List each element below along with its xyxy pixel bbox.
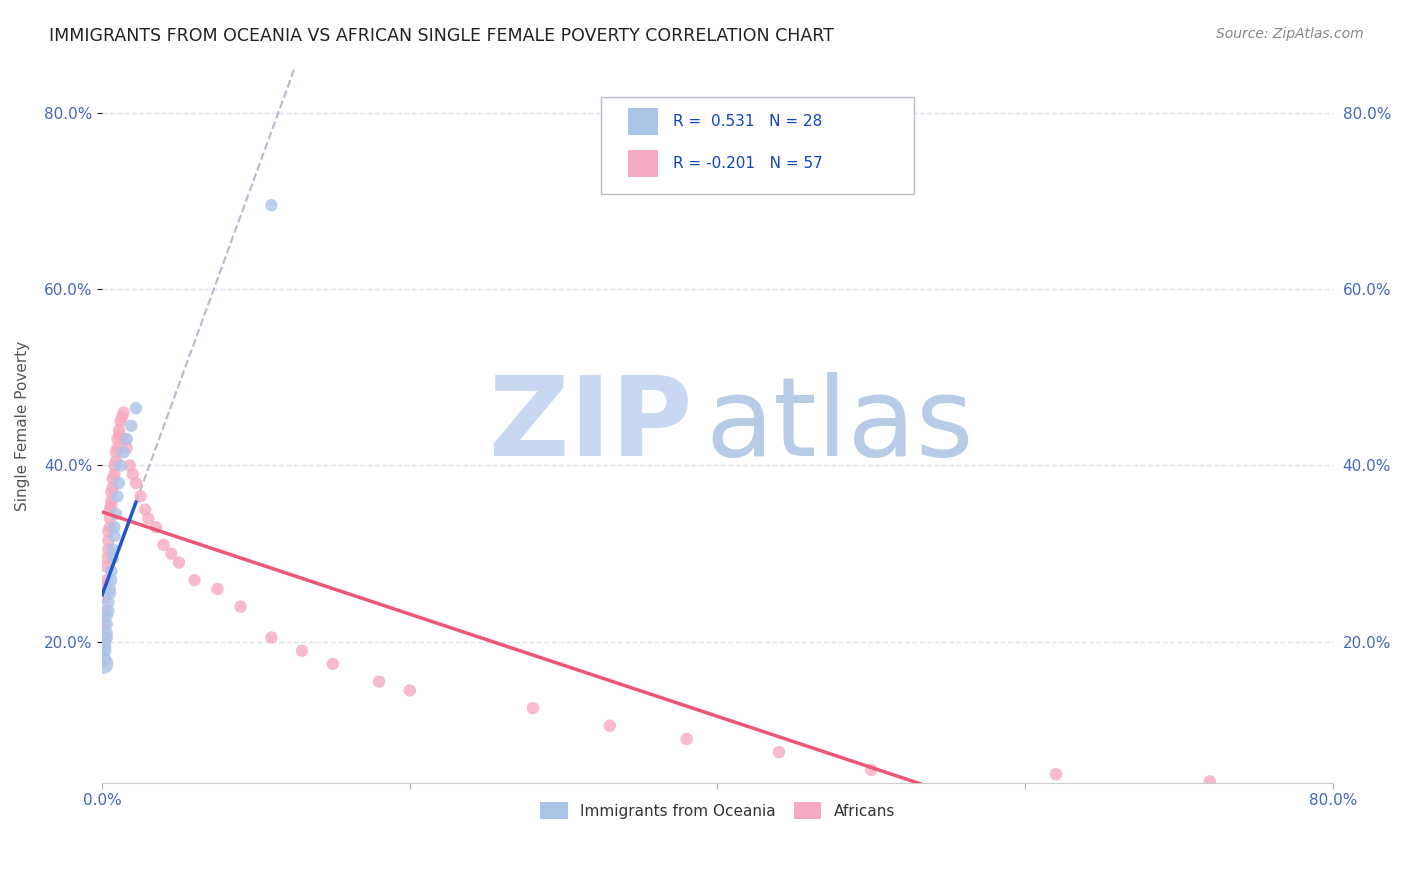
Point	[94, 604, 117, 618]
Point	[260, 631, 283, 645]
FancyBboxPatch shape	[600, 97, 914, 194]
Point	[97, 604, 120, 618]
Point	[98, 511, 121, 525]
Point	[97, 524, 120, 539]
Point	[94, 640, 117, 654]
Point	[110, 414, 132, 428]
Point	[108, 476, 131, 491]
Text: atlas: atlas	[706, 372, 973, 479]
Point	[768, 745, 790, 759]
Point	[107, 432, 129, 446]
Bar	[627, 108, 658, 135]
Point	[114, 432, 136, 446]
Point	[96, 560, 118, 574]
Point	[1045, 767, 1067, 781]
Legend: Immigrants from Oceania, Africans: Immigrants from Oceania, Africans	[534, 796, 901, 825]
Point	[599, 719, 621, 733]
Point	[97, 595, 120, 609]
Y-axis label: Single Female Poverty: Single Female Poverty	[15, 341, 30, 511]
Point	[101, 481, 124, 495]
Bar	[627, 150, 658, 178]
Point	[94, 644, 117, 658]
Point	[96, 631, 118, 645]
Point	[860, 763, 883, 777]
Text: R = -0.201   N = 57: R = -0.201 N = 57	[673, 156, 823, 171]
Point	[96, 626, 118, 640]
Point	[110, 458, 132, 473]
Point	[97, 533, 120, 548]
Point	[118, 458, 141, 473]
Point	[100, 493, 122, 508]
Point	[129, 489, 152, 503]
Point	[97, 542, 120, 557]
Point	[112, 445, 135, 459]
Point	[94, 591, 117, 605]
Point	[108, 427, 131, 442]
Point	[160, 547, 183, 561]
Point	[98, 520, 121, 534]
Text: ZIP: ZIP	[489, 372, 693, 479]
Point	[291, 644, 314, 658]
Point	[103, 458, 125, 473]
Point	[100, 565, 122, 579]
Point	[100, 573, 122, 587]
Point	[115, 441, 138, 455]
Point	[260, 198, 283, 212]
Point	[134, 502, 156, 516]
Point	[122, 467, 145, 482]
Point	[322, 657, 344, 671]
Point	[120, 418, 142, 433]
Point	[207, 582, 229, 596]
Point	[101, 472, 124, 486]
Point	[229, 599, 252, 614]
Point	[93, 652, 115, 666]
Text: Source: ZipAtlas.com: Source: ZipAtlas.com	[1216, 27, 1364, 41]
Point	[98, 502, 121, 516]
Point	[675, 731, 697, 746]
Point	[100, 498, 122, 512]
Point	[93, 635, 115, 649]
Point	[104, 507, 127, 521]
Point	[101, 551, 124, 566]
Point	[96, 608, 118, 623]
Point	[103, 467, 125, 482]
Text: R =  0.531   N = 28: R = 0.531 N = 28	[673, 113, 823, 128]
Text: IMMIGRANTS FROM OCEANIA VS AFRICAN SINGLE FEMALE POVERTY CORRELATION CHART: IMMIGRANTS FROM OCEANIA VS AFRICAN SINGL…	[49, 27, 834, 45]
Point	[107, 441, 129, 455]
Point	[101, 542, 124, 557]
Point	[152, 538, 174, 552]
Point	[93, 617, 115, 632]
Point	[98, 582, 121, 596]
Point	[145, 520, 167, 534]
Point	[125, 476, 148, 491]
Point	[398, 683, 420, 698]
Point	[107, 489, 129, 503]
Point	[522, 701, 544, 715]
Point	[368, 674, 391, 689]
Point	[1198, 774, 1220, 789]
Point	[183, 573, 205, 587]
Point	[112, 405, 135, 419]
Point	[103, 529, 125, 543]
Point	[136, 511, 159, 525]
Point	[115, 432, 138, 446]
Point	[98, 586, 121, 600]
Point	[94, 635, 117, 649]
Point	[104, 445, 127, 459]
Point	[96, 551, 118, 566]
Point	[96, 573, 118, 587]
Point	[108, 423, 131, 437]
Point	[111, 409, 134, 424]
Point	[96, 617, 118, 632]
Point	[100, 485, 122, 500]
Point	[104, 454, 127, 468]
Point	[93, 657, 115, 671]
Point	[103, 520, 125, 534]
Point	[125, 401, 148, 416]
Point	[94, 577, 117, 591]
Point	[167, 556, 190, 570]
